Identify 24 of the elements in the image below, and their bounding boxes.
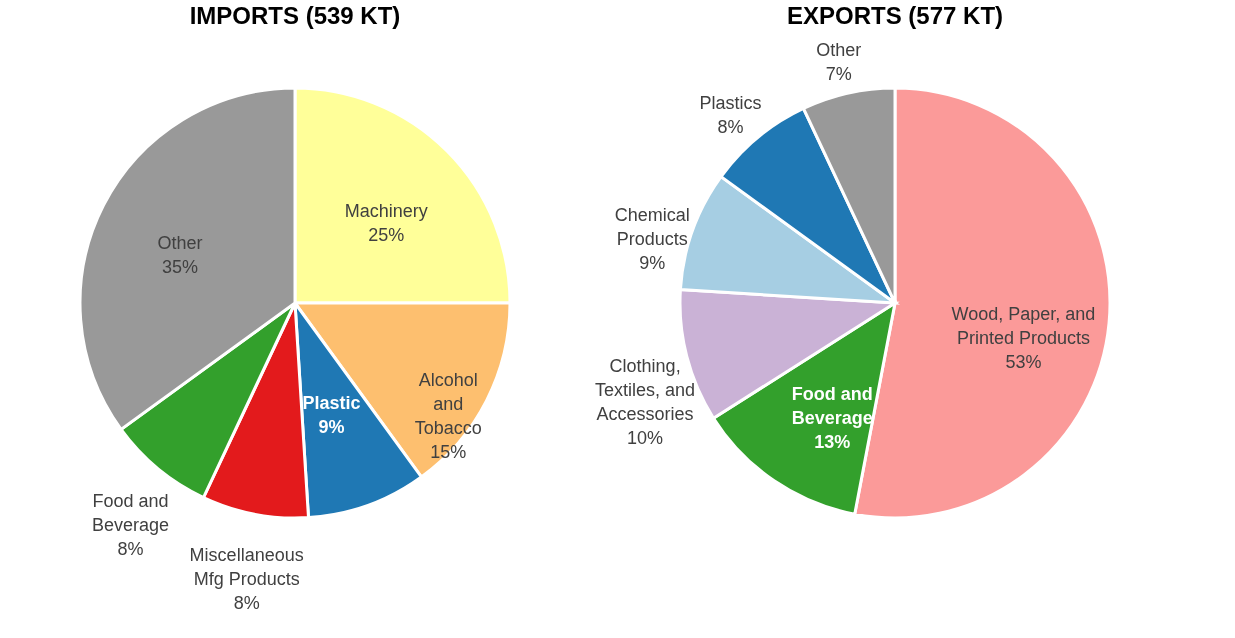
slice-label: Wood, Paper, and Printed Products <box>951 304 1096 349</box>
chart-title: EXPORTS (577 KT) <box>786 2 1004 29</box>
data-label: 35% <box>162 257 199 278</box>
data-label: 10% <box>627 428 664 449</box>
slice-label: Clothing, Textiles, and Accessories <box>595 356 696 425</box>
data-label: 8% <box>233 593 260 614</box>
data-label: 9% <box>639 252 666 273</box>
data-label: 13% <box>814 432 851 453</box>
slice-label: Chemical Products <box>614 204 690 249</box>
slice-label: Food and Beverage <box>92 490 170 535</box>
slice-label: Miscellaneous Mfg Products <box>189 545 304 590</box>
slice-label: Machinery <box>344 200 428 221</box>
data-label: 9% <box>318 417 345 438</box>
slice-label: Other <box>816 40 862 61</box>
data-label: 8% <box>117 538 144 559</box>
slice-label: Other <box>157 233 203 254</box>
data-label: 7% <box>825 64 852 85</box>
slice-label: Plastics <box>699 93 762 114</box>
data-label: 8% <box>717 117 744 138</box>
data-label: 25% <box>368 224 405 245</box>
slice-label: Food and Beverage <box>791 384 873 429</box>
chart-title: IMPORTS (539 KT) <box>189 2 401 29</box>
data-label: 53% <box>1005 352 1042 373</box>
slice-label: Plastic <box>302 393 361 414</box>
